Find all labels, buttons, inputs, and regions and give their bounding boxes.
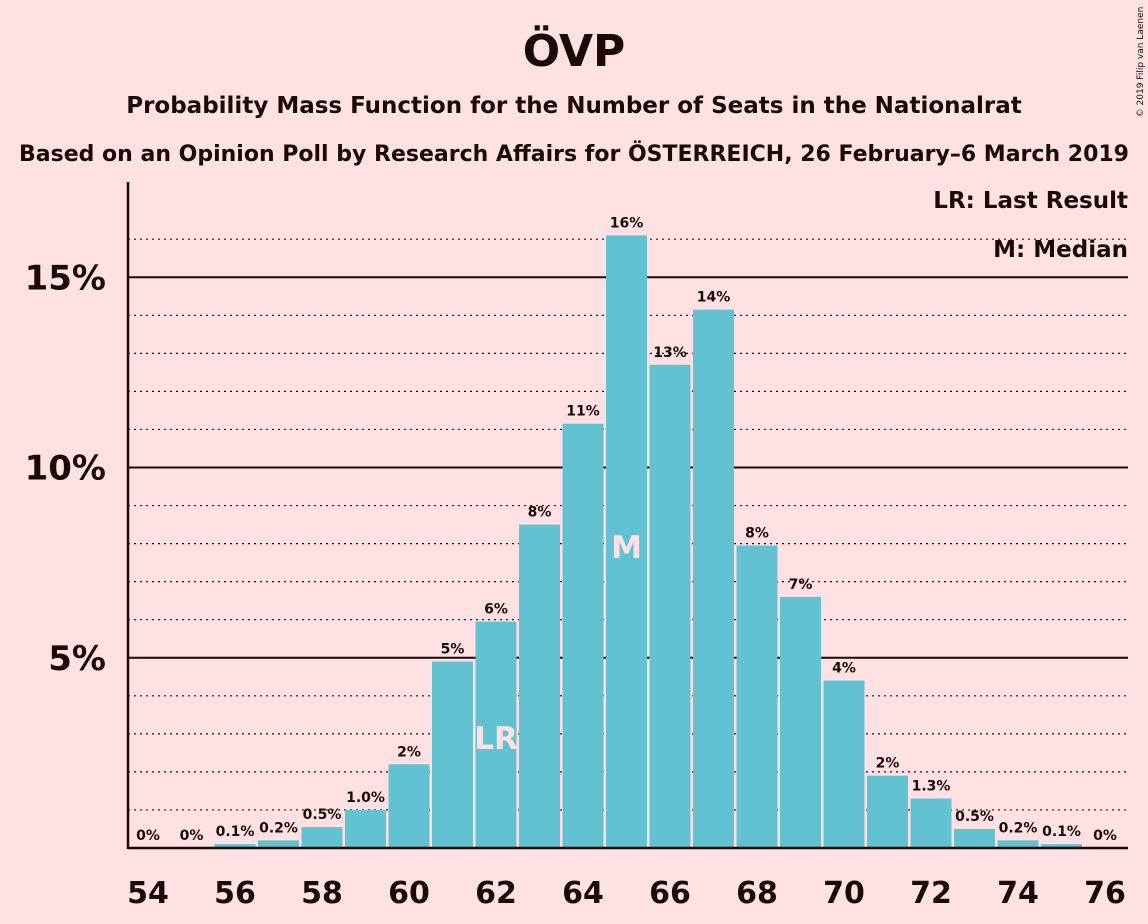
x-tick-label: 70 — [823, 876, 865, 911]
bar-label-76: 0% — [1093, 828, 1117, 844]
x-tick-label: 68 — [736, 876, 778, 911]
bar-66 — [649, 364, 691, 848]
bars — [214, 235, 1082, 848]
bar-label-57: 0.2% — [259, 820, 298, 836]
bar-label-54: 0% — [136, 828, 160, 844]
chart-title: ÖVP — [523, 24, 626, 77]
bar-label-71: 2% — [876, 756, 900, 772]
last-result-marker: LR — [474, 721, 518, 757]
x-tick-label: 60 — [388, 876, 430, 911]
x-tick-label: 72 — [910, 876, 952, 911]
bar-label-56: 0.1% — [216, 824, 255, 840]
bar-71 — [867, 775, 908, 848]
bar-62 — [475, 621, 517, 848]
bar-labels: 0% 0% 0.1% 0.2%0.5%1.0%2%5%6%8%11%16%13%14%… — [136, 215, 1117, 844]
bar-64 — [562, 423, 604, 848]
bar-label-60: 2% — [397, 744, 421, 760]
bar-63 — [519, 524, 560, 848]
bar-label-58: 0.5% — [303, 807, 342, 823]
bar-67 — [693, 309, 734, 848]
bar-label-72: 1.3% — [912, 779, 951, 795]
bar-69 — [780, 596, 821, 848]
bar-label-63: 8% — [528, 505, 552, 521]
bar-label-67: 14% — [697, 290, 731, 306]
bar-label-70: 4% — [832, 661, 856, 677]
bar-60 — [388, 764, 430, 848]
bar-label-65: 16% — [610, 215, 644, 231]
bar-label-66: 13% — [653, 345, 687, 361]
bar-61 — [432, 661, 473, 848]
bar-label-74: 0.2% — [999, 820, 1038, 836]
bar-74 — [997, 840, 1039, 848]
bar-65 — [606, 235, 647, 848]
x-tick-label: 56 — [214, 876, 256, 911]
bar-label-69: 7% — [789, 577, 813, 593]
bar-57 — [258, 840, 299, 848]
bar-label-55: 0% — [180, 828, 204, 844]
bar-58 — [301, 827, 343, 848]
bar-label-73: 0.5% — [955, 809, 994, 825]
bar-label-68: 8% — [745, 526, 769, 542]
legend-median: M: Median — [993, 237, 1128, 263]
bar-68 — [736, 545, 778, 848]
bar-56 — [214, 844, 256, 848]
bar-70 — [823, 680, 865, 848]
x-tick-label: 76 — [1084, 876, 1126, 911]
bar-73 — [954, 828, 995, 848]
x-tick-label: 64 — [562, 876, 604, 911]
legend-last-result: LR: Last Result — [933, 188, 1128, 214]
x-tick-label: 74 — [997, 876, 1039, 911]
bar-label-59: 1.0% — [346, 790, 385, 806]
x-tick-label: 58 — [301, 876, 343, 911]
chart-source: Based on an Opinion Poll by Research Aff… — [19, 141, 1129, 167]
y-tick-label: 5% — [48, 639, 106, 679]
x-tick-label: 66 — [649, 876, 691, 911]
x-tick-label: 62 — [475, 876, 517, 911]
bar-59 — [345, 809, 386, 848]
bar-label-75: 0.1% — [1042, 824, 1081, 840]
bar-label-64: 11% — [566, 404, 600, 420]
y-tick-label: 15% — [25, 258, 106, 298]
bar-72 — [910, 798, 952, 848]
bar-label-62: 6% — [484, 602, 508, 618]
copyright-note: © 2019 Filip van Laenen — [1136, 7, 1146, 118]
bar-label-61: 5% — [441, 642, 465, 658]
x-tick-label: 54 — [127, 876, 169, 911]
median-marker: M — [611, 530, 642, 566]
axes: 5% 10% 15% 54 56 58 60 62 64 66 68 70 72 74 76 — [25, 182, 1128, 911]
y-tick-label: 10% — [25, 449, 106, 489]
chart-subtitle: Probability Mass Function for the Number… — [126, 93, 1022, 119]
bar-75 — [1041, 844, 1082, 848]
